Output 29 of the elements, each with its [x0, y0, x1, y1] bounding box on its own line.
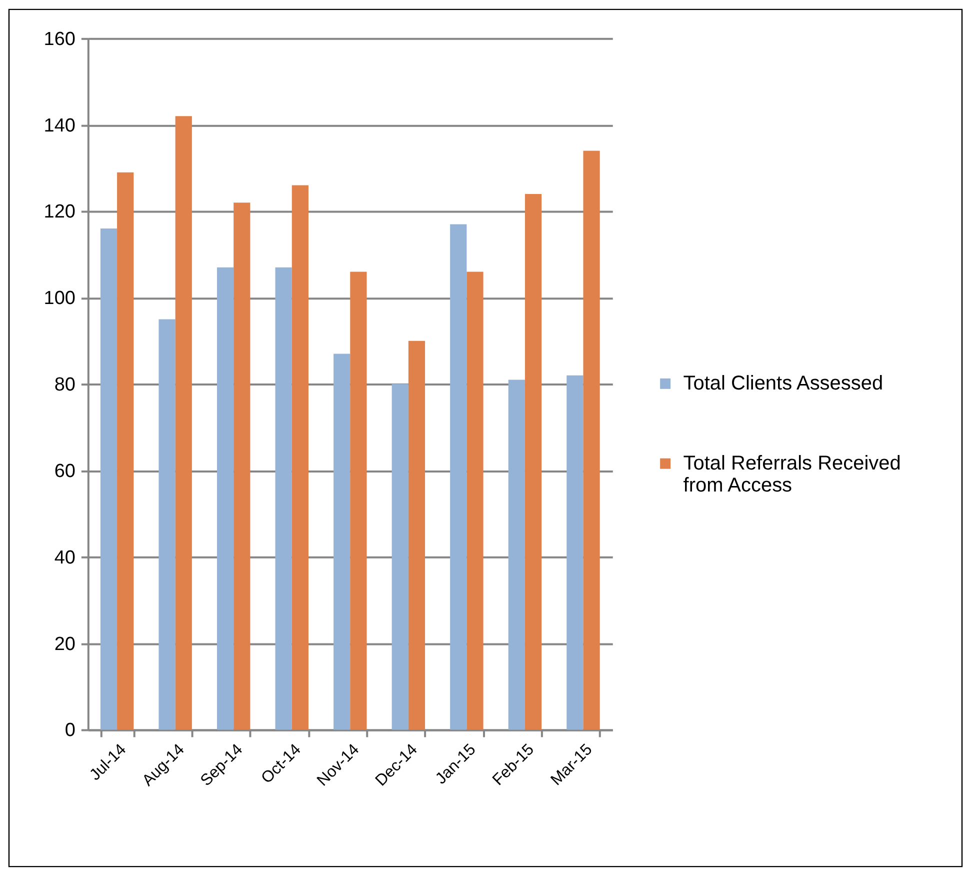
bar: [100, 228, 118, 730]
bar: [392, 384, 408, 730]
y-tick-label: 60: [54, 460, 76, 482]
legend-label: Total Referrals Received from Access: [683, 452, 901, 497]
bar: [508, 380, 525, 730]
bar: [350, 272, 367, 730]
y-tick-label: 0: [64, 720, 76, 742]
legend-label: Total Clients Assessed: [683, 372, 884, 395]
bar: [158, 319, 176, 730]
bar: [216, 267, 234, 730]
bar: [524, 194, 542, 730]
y-tick-label: 120: [44, 202, 76, 223]
bar: [334, 354, 350, 730]
y-tick-label: 40: [54, 547, 76, 568]
bar: [234, 202, 250, 730]
bar: [117, 172, 134, 730]
bar: [275, 267, 292, 730]
bar: [583, 150, 600, 730]
y-tick-label: 160: [44, 28, 76, 50]
bar: [292, 185, 308, 730]
bar: [466, 272, 484, 730]
y-tick-label: 80: [54, 374, 76, 396]
bar: [450, 224, 467, 730]
bar: [566, 375, 584, 730]
bar: [408, 340, 426, 730]
y-tick-label: 20: [54, 634, 76, 655]
bar: [175, 116, 192, 730]
y-tick-label: 140: [44, 115, 76, 136]
y-tick-label: 100: [44, 288, 76, 310]
